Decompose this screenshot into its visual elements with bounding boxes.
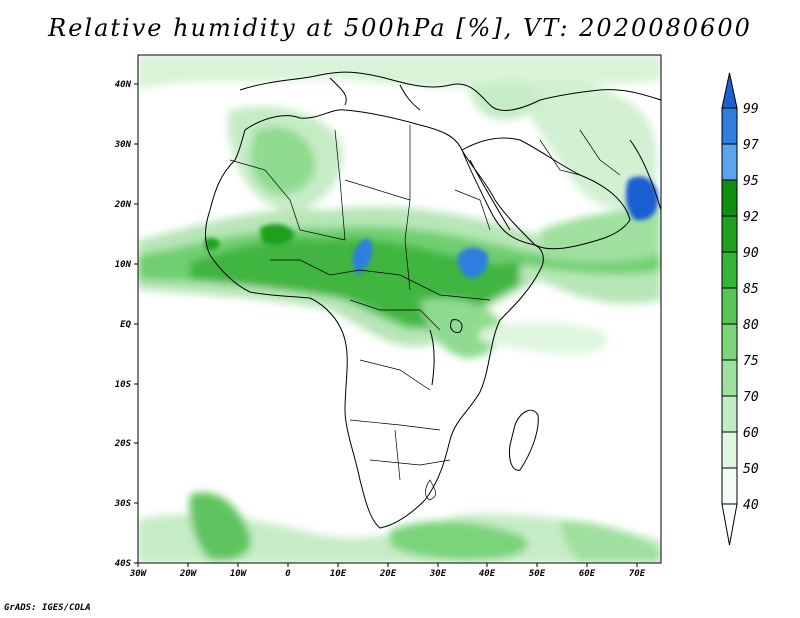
colorbar-label: 92: [743, 210, 759, 225]
lon-tick-label: 10E: [330, 569, 347, 579]
lon-tick-label: 20W: [179, 569, 198, 579]
colorbar-label: 40: [743, 498, 759, 513]
country-borders: [229, 125, 621, 501]
colorbar-segment: [721, 359, 738, 397]
colorbar-bottom-arrow: [721, 503, 738, 546]
lon-tick-label: 60E: [579, 569, 596, 579]
lon-tick-label: 0: [285, 569, 291, 579]
colorbar-segment: [721, 251, 738, 289]
colorbar-segment: [721, 287, 738, 325]
colorbar-segment: [721, 467, 738, 505]
lon-tick-label: 20E: [379, 569, 397, 579]
lon-tick-label: 50E: [529, 569, 546, 579]
colorbar-label: 80: [743, 318, 759, 333]
lon-tick-label: 30W: [129, 569, 148, 579]
lat-tick-label: EQ: [120, 320, 131, 330]
lat-tick-label: 20S: [114, 439, 132, 449]
lon-tick-label: 70E: [629, 569, 646, 579]
lat-tick-label: 40N: [115, 80, 132, 90]
colorbar-segment: [721, 323, 738, 361]
colorbar-label: 70: [743, 390, 759, 405]
colorbar-label: 75: [743, 354, 759, 369]
lon-tick-label: 40E: [479, 569, 496, 579]
colorbar-label: 97: [743, 138, 759, 153]
colorbar-label: 95: [743, 174, 759, 189]
lat-tick-label: 40S: [115, 559, 132, 569]
lat-tick-label: 20N: [114, 200, 132, 210]
lat-tick-label: 10S: [115, 380, 132, 390]
colorbar-segment: [721, 107, 738, 145]
colorbar-segment: [721, 179, 738, 217]
coastlines: [205, 71, 661, 529]
lat-tick-label: 30S: [114, 499, 132, 509]
lat-axis-labels: 40N 30N 20N 10N EQ 10S 20S 30S 40S: [114, 80, 132, 569]
colorbar-label: 50: [743, 462, 759, 477]
colorbar-segment: [721, 431, 738, 469]
map-title: Relative humidity at 500hPa [%], VT: 202…: [48, 14, 752, 42]
lat-tick-label: 10N: [115, 260, 132, 270]
lon-tick-label: 10W: [230, 569, 248, 579]
colorbar: [721, 72, 738, 546]
colorbar-top-arrow: [721, 72, 738, 109]
colorbar-label: 85: [743, 282, 759, 297]
colorbar-segment: [721, 395, 738, 433]
colorbar-segment: [721, 215, 738, 253]
colorbar-label: 99: [743, 102, 759, 117]
colorbar-label: 60: [743, 426, 759, 441]
tick-marks: [134, 83, 638, 567]
colorbar-labels: 99 97 95 92 90 85 80 75 70 60 50 40: [743, 102, 759, 513]
lon-tick-label: 30E: [429, 569, 447, 579]
colorbar-segment: [721, 143, 738, 181]
lon-axis-labels: 30W 20W 10W 0 10E 20E 30E 40E 50E 60E 70…: [129, 569, 646, 579]
colorbar-label: 90: [743, 246, 759, 261]
plot-frame: [137, 54, 662, 564]
footer-credit: GrADS: IGES/COLA: [4, 603, 91, 613]
lat-tick-label: 30N: [114, 140, 132, 150]
